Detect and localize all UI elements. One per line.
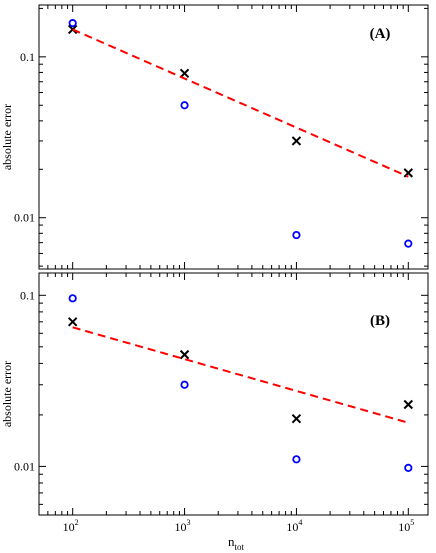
x-tick-label: 102 — [63, 518, 79, 534]
cross-stroke — [403, 168, 414, 178]
y-tick-label-b: 0.1 — [20, 288, 35, 302]
cross-marker-b — [67, 317, 78, 327]
cross-marker-a — [291, 136, 302, 146]
x-axis-label: ntot — [228, 534, 245, 552]
x-tick-label-base: 10 — [63, 520, 75, 534]
cross-stroke — [67, 317, 78, 327]
cross-marker-b — [179, 349, 190, 360]
y-tick-label-a: 0.1 — [20, 50, 35, 64]
y-tick-label-a: 0.01 — [14, 211, 35, 225]
panel-a: 0.01 0.1 absolute error (A) — [0, 4, 429, 270]
fit-line-a — [72, 28, 409, 178]
x-axis-label-subscript: tot — [234, 542, 244, 552]
x-tick-label-base: 10 — [398, 520, 410, 534]
fit-line-b — [72, 326, 409, 424]
x-tick-label-base: 10 — [286, 520, 298, 534]
x-tick-label-exponent: 5 — [410, 518, 414, 527]
x-tick-label-exponent: 4 — [298, 518, 302, 527]
circle-marker-a — [68, 19, 77, 28]
cross-marker-b — [291, 414, 302, 424]
cross-marker-a — [403, 168, 414, 178]
cross-stroke — [291, 414, 302, 424]
circle-marker-b — [180, 380, 189, 389]
cross-marker-b — [403, 399, 414, 410]
circle-marker-b — [404, 463, 413, 473]
x-tick-label-base: 10 — [175, 520, 187, 534]
circle-marker-b — [68, 294, 77, 303]
x-axis-label-base: n — [228, 534, 235, 549]
panel-label-a: (A) — [370, 26, 391, 42]
cross-marker-a — [179, 68, 190, 79]
y-axis-label-a: absolute error — [0, 104, 14, 170]
x-tick-label: 105 — [398, 518, 414, 534]
circle-marker-a — [404, 239, 413, 248]
x-tick-label: 104 — [286, 518, 302, 534]
cross-stroke — [179, 68, 190, 79]
y-axis-label-b: absolute error — [0, 361, 14, 427]
plot-frame-a — [38, 4, 429, 270]
circle-marker-b — [292, 455, 301, 464]
x-tick-label-exponent: 2 — [75, 518, 79, 527]
cross-stroke — [179, 349, 190, 360]
y-tick-label-b: 0.01 — [14, 459, 35, 473]
cross-stroke — [291, 136, 302, 146]
x-tick-label: 103 — [175, 518, 191, 534]
x-tick-label-exponent: 3 — [187, 518, 191, 527]
circle-marker-a — [292, 230, 301, 240]
panel-label-b: (B) — [370, 313, 390, 329]
plot-frame-b — [38, 272, 429, 516]
circle-marker-a — [180, 101, 189, 110]
cross-stroke — [403, 399, 414, 410]
